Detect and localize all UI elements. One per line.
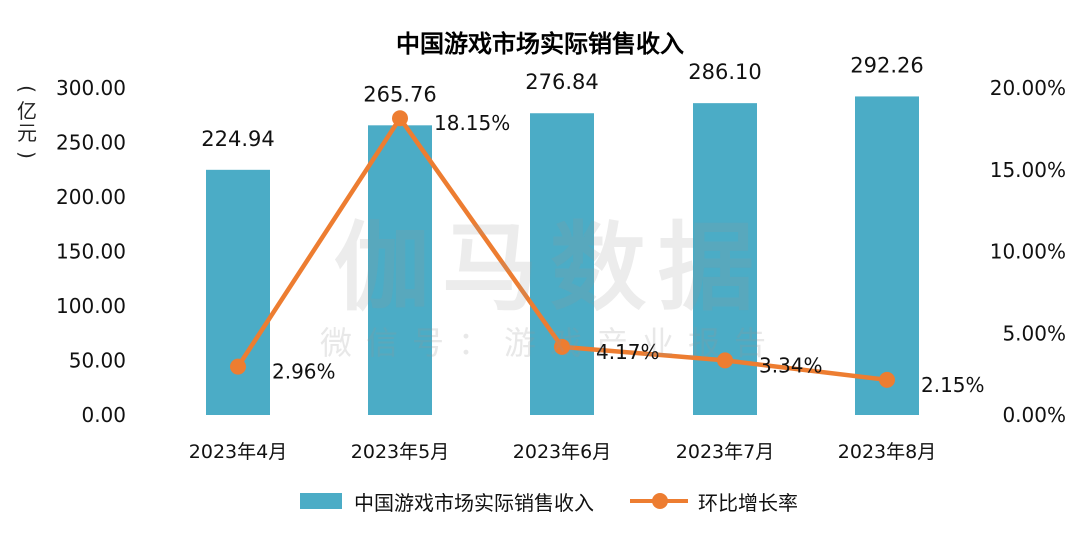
line-data-label: 18.15%	[434, 111, 510, 135]
y-right-tick-label: 5.00%	[1002, 321, 1066, 345]
y-left-tick-label: 300.00	[56, 76, 126, 100]
y-left-tick-label: 50.00	[69, 349, 126, 373]
x-tick-label: 2023年5月	[351, 441, 449, 463]
x-tick-label: 2023年6月	[513, 441, 611, 463]
legend-swatch-line	[630, 493, 688, 509]
x-tick-label: 2023年7月	[676, 441, 774, 463]
y-left-tick-label: 100.00	[56, 294, 126, 318]
bar-data-label: 276.84	[525, 70, 598, 94]
y-right-tick-label: 15.00%	[990, 158, 1066, 182]
bar	[855, 96, 919, 416]
growth-rate-point	[392, 110, 408, 127]
x-tick-label: 2023年8月	[838, 441, 936, 463]
bar	[368, 125, 432, 416]
watermark-main: 伽马数据	[334, 212, 766, 324]
chart-title: 中国游戏市场实际销售收入	[396, 30, 684, 58]
growth-rate-point	[230, 358, 246, 375]
legend-label-line: 环比增长率	[698, 490, 798, 515]
y-axis-label: (亿元)	[15, 85, 39, 159]
legend-swatch-bar	[300, 493, 342, 509]
bar-data-label: 286.10	[688, 60, 761, 84]
growth-rate-point	[717, 352, 733, 369]
y-left-tick-label: 200.00	[56, 185, 126, 209]
bar-data-label: 224.94	[201, 127, 274, 151]
line-data-label: 3.34%	[759, 353, 823, 377]
y-right-tick-label: 20.00%	[990, 76, 1066, 100]
bar-data-label: 292.26	[850, 53, 923, 77]
legend: 中国游戏市场实际销售收入 环比增长率	[0, 487, 1080, 515]
watermark-sub: 微信号：游戏产业报告	[319, 324, 780, 362]
bar-data-label: 265.76	[363, 82, 436, 106]
y-left-tick-label: 0.00	[81, 403, 126, 427]
y-left-tick-label: 150.00	[56, 240, 126, 264]
x-tick-label: 2023年4月	[189, 441, 287, 463]
line-data-label: 2.96%	[272, 360, 336, 384]
legend-item-bar: 中国游戏市场实际销售收入	[300, 487, 594, 515]
y-left-tick-label: 250.00	[56, 131, 126, 155]
y-right-tick-label: 0.00%	[1002, 403, 1066, 427]
line-data-label: 2.15%	[921, 373, 985, 397]
legend-label-bar: 中国游戏市场实际销售收入	[354, 490, 594, 515]
line-data-label: 4.17%	[596, 340, 660, 364]
growth-rate-point	[554, 338, 570, 355]
legend-item-line: 环比增长率	[630, 487, 798, 515]
growth-rate-point	[879, 371, 895, 388]
bar	[530, 113, 594, 416]
bar	[206, 169, 270, 415]
y-right-tick-label: 10.00%	[990, 240, 1066, 264]
